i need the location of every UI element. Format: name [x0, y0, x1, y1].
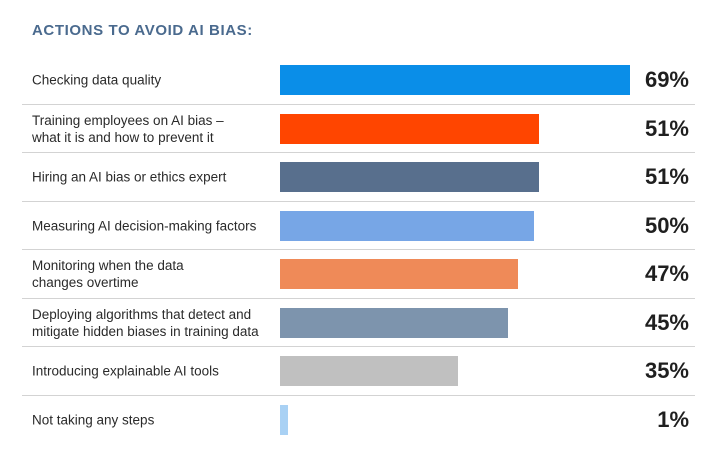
row-divider [22, 394, 695, 396]
bar-row: Not taking any steps 1% [0, 396, 719, 445]
category-label: Monitoring when the data changes overtim… [32, 258, 184, 291]
row-divider [22, 249, 695, 250]
row-divider [22, 152, 695, 153]
category-label: Not taking any steps [32, 412, 155, 428]
bar-row: Measuring AI decision-making factors 50% [0, 202, 719, 250]
bar-row: Hiring an AI bias or ethics expert 51% [0, 153, 719, 202]
category-label: Checking data quality [32, 72, 162, 88]
bar [280, 113, 539, 144]
row-divider [22, 297, 695, 299]
category-label: Introducing explainable AI tools [32, 363, 219, 379]
bar-row: Deploying algorithms that detect and mit… [0, 299, 719, 347]
value-label: 50% [644, 212, 689, 238]
bar [280, 65, 630, 96]
value-label: 45% [644, 309, 689, 335]
row-divider [22, 346, 695, 347]
value-label: 69% [644, 67, 689, 93]
row-divider [22, 200, 695, 202]
category-label: Deploying algorithms that detect and mit… [32, 306, 259, 339]
row-divider [22, 103, 695, 105]
bar-row: Checking data quality 69% [0, 56, 719, 105]
bar [280, 356, 458, 387]
value-label: 51% [644, 164, 689, 190]
bar-rows: Checking data quality 69% Training employe… [0, 56, 719, 444]
category-label: Hiring an AI bias or ethics expert [32, 169, 227, 185]
bar [280, 404, 288, 435]
bar [280, 210, 534, 241]
chart-title: ACTIONS TO AVOID AI BIAS: [32, 22, 253, 39]
value-label: 1% [657, 406, 689, 432]
bar [280, 162, 539, 193]
category-label: Training employees on AI bias – what it … [32, 112, 224, 145]
bar-row: Training employees on AI bias – what it … [0, 105, 719, 153]
value-label: 35% [644, 358, 689, 384]
bar [280, 259, 519, 290]
category-label: Measuring AI decision-making factors [32, 218, 257, 234]
bar-row: Monitoring when the data changes overtim… [0, 250, 719, 299]
value-label: 51% [644, 115, 689, 141]
value-label: 47% [644, 261, 689, 287]
bar [280, 307, 509, 338]
bar-row: Introducing explainable AI tools 35% [0, 347, 719, 396]
